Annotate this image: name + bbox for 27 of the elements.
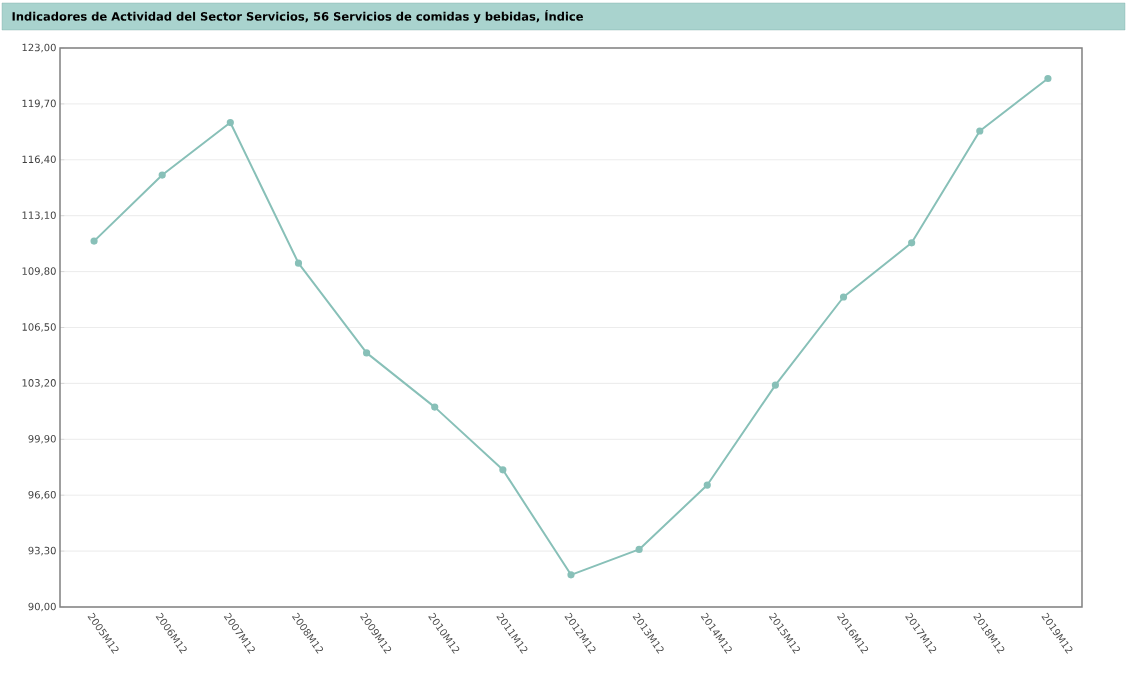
y-tick-label: 113,10 [22,211,56,220]
chart-title: Indicadores de Actividad del Sector Servicios, 56 Servicios de comidas y bebidas, Índice [12,9,583,24]
point [431,403,439,411]
point [703,481,711,489]
point [363,349,371,357]
point [499,466,507,474]
point [1044,74,1052,83]
point [158,171,166,179]
point [771,381,779,389]
y-tick-label: 103,20 [22,379,56,388]
point [567,571,575,579]
y-tick-label: 119,70 [22,99,56,109]
y-tick-label: 116,40 [22,155,56,165]
y-tick-label: 90,00 [28,602,56,612]
point [226,118,234,127]
point [294,259,303,267]
point [976,127,984,135]
point [635,545,643,554]
point [908,239,916,247]
y-tick-label: 109,80 [22,267,56,276]
y-tick-label: 123,00 [22,43,56,53]
y-tick-label: 99,90 [28,434,56,444]
point [839,293,848,301]
point [90,237,98,245]
y-tick-label: 96,60 [28,490,56,500]
y-tick-label: 106,50 [22,323,56,332]
y-tick-label: 93,30 [28,546,56,556]
